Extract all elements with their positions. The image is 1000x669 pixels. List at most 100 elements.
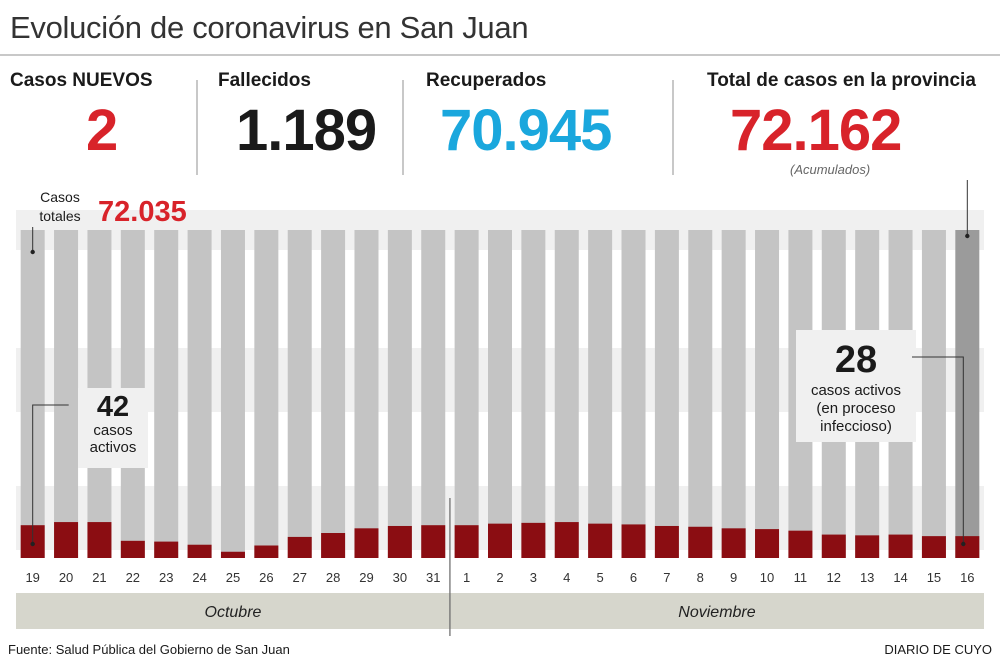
start-total-value: 72.035 (98, 196, 187, 228)
bar-active-9 (721, 528, 746, 558)
x-tick-7: 7 (663, 570, 670, 585)
bar-active-3 (521, 522, 546, 558)
x-tick-30: 30 (393, 570, 407, 585)
x-tick-11: 11 (794, 570, 808, 585)
bar-active-6 (621, 524, 646, 558)
publisher-brand: DIARIO DE CUYO (884, 642, 992, 657)
end-total-marker (965, 233, 970, 239)
bar-total-25 (220, 230, 245, 558)
x-tick-8: 8 (697, 570, 704, 585)
bar-active-1 (454, 525, 479, 558)
bar-total-29 (354, 230, 379, 558)
stat-divider (672, 80, 674, 175)
recovered-label: Recuperados (426, 70, 547, 91)
stat-divider (402, 80, 404, 175)
bar-total-10 (755, 230, 780, 558)
bar-active-12 (821, 534, 846, 558)
bar-active-7 (654, 525, 679, 558)
bar-active-11 (788, 530, 813, 558)
bar-active-22 (120, 540, 145, 558)
bar-total-23 (154, 230, 179, 558)
active-case-bars (20, 522, 980, 558)
bar-active-8 (688, 526, 713, 558)
x-tick-13: 13 (860, 570, 874, 585)
x-tick-14: 14 (893, 570, 907, 585)
start-total-label: totales (39, 208, 80, 224)
x-tick-26: 26 (259, 570, 273, 585)
end-active-box (796, 330, 916, 442)
page-title: Evolución de coronavirus en San Juan (10, 10, 529, 45)
bar-total-1 (454, 230, 479, 558)
x-tick-28: 28 (326, 570, 340, 585)
x-tick-15: 15 (927, 570, 941, 585)
x-tick-6: 6 (630, 570, 637, 585)
x-axis-ticks: 19 20 21 22 23 24 25 26 27 28 29 30 31 1 2 3 4 5 6 7 8 9 10 11 1… (25, 570, 974, 585)
bar-total-31 (421, 230, 446, 558)
x-tick-22: 22 (126, 570, 140, 585)
bar-total-6 (621, 230, 646, 558)
x-tick-31: 31 (426, 570, 440, 585)
x-tick-25: 25 (226, 570, 240, 585)
bar-active-26 (254, 545, 279, 558)
source-note: Fuente: Salud Pública del Gobierno de Sa… (8, 642, 290, 657)
start-active-box (78, 388, 148, 468)
bar-active-20 (54, 522, 79, 558)
x-tick-16: 16 (960, 570, 974, 585)
bar-active-24 (187, 544, 212, 558)
bar-active-27 (287, 536, 312, 558)
bar-total-30 (387, 230, 412, 558)
bar-total-4 (554, 230, 579, 558)
bar-active-21 (87, 522, 112, 558)
x-tick-1: 1 (463, 570, 470, 585)
active-cases-chart: 19 20 21 22 23 24 25 26 27 28 29 30 31 1 2 3 4 5 6 7 8 9 10 11 1… (16, 180, 984, 636)
bar-active-5 (588, 523, 613, 558)
bar-total-8 (688, 230, 713, 558)
bar-active-14 (888, 534, 913, 558)
stat-divider (196, 80, 198, 175)
start-total-marker (30, 249, 35, 255)
x-tick-9: 9 (730, 570, 737, 585)
x-tick-10: 10 (760, 570, 774, 585)
x-tick-24: 24 (192, 570, 206, 585)
x-tick-19: 19 (25, 570, 39, 585)
bar-active-15 (921, 536, 946, 558)
bar-total-16 (955, 230, 980, 558)
total-label: Total de casos en la provincia (707, 70, 976, 91)
bar-total-28 (321, 230, 346, 558)
total-value: 72.162 (730, 98, 902, 163)
x-tick-20: 20 (59, 570, 73, 585)
bar-active-25 (220, 551, 245, 558)
bar-active-29 (354, 528, 379, 558)
bar-active-2 (488, 523, 512, 558)
start-active-leader (32, 404, 69, 544)
end-active-label: casos activos (811, 382, 901, 399)
x-tick-4: 4 (563, 570, 570, 585)
bar-active-23 (154, 541, 179, 558)
start-active-label: activos (90, 439, 137, 456)
bar-active-31 (421, 525, 446, 558)
bar-active-4 (554, 522, 579, 558)
bar-total-15 (921, 230, 946, 558)
x-tick-2: 2 (496, 570, 503, 585)
x-tick-29: 29 (359, 570, 373, 585)
total-note: (Acumulados) (790, 162, 871, 177)
deaths-label: Fallecidos (218, 70, 311, 91)
bar-active-28 (321, 533, 346, 558)
title-divider (0, 54, 1000, 56)
month-axis: Octubre Noviembre (16, 498, 984, 636)
recovered-value: 70.945 (440, 98, 612, 163)
x-tick-12: 12 (827, 570, 841, 585)
bar-total-20 (54, 230, 79, 558)
bar-active-16 (955, 536, 980, 558)
bar-total-27 (287, 230, 312, 558)
end-active-marker (961, 541, 966, 547)
x-tick-23: 23 (159, 570, 173, 585)
bar-active-13 (855, 535, 880, 558)
start-active-label: casos (93, 422, 132, 439)
x-tick-27: 27 (292, 570, 306, 585)
bar-total-3 (521, 230, 546, 558)
new-cases-label: Casos NUEVOS (10, 70, 153, 91)
bar-active-30 (387, 525, 412, 558)
bar-total-9 (721, 230, 746, 558)
